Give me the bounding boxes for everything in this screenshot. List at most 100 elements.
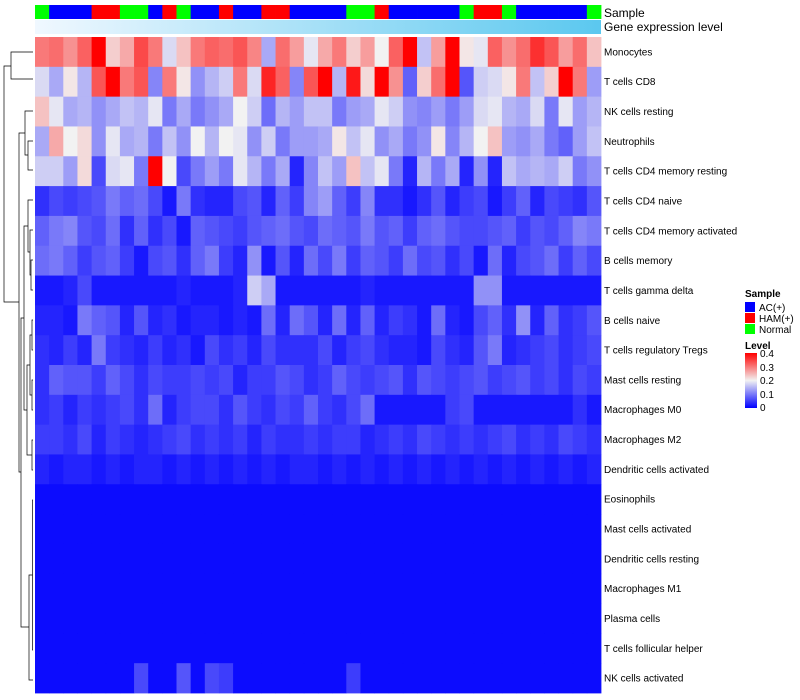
- heatmap-cell: [586, 484, 602, 515]
- heatmap-cell: [35, 603, 50, 634]
- heatmap-cell: [431, 37, 446, 68]
- heatmap-cell: [218, 335, 234, 366]
- heatmap-cell: [49, 663, 64, 694]
- heatmap-cell: [544, 126, 559, 157]
- heatmap-cell: [332, 514, 347, 545]
- heatmap-cell: [388, 543, 404, 575]
- heatmap-cell: [119, 96, 135, 127]
- heatmap-cell: [417, 215, 432, 247]
- heatmap-cell: [63, 394, 78, 426]
- heatmap-cell: [233, 454, 248, 485]
- heatmap-cell: [374, 573, 390, 604]
- heatmap-cell: [530, 543, 545, 575]
- heatmap-cell: [105, 424, 121, 455]
- heatmap-cell: [332, 633, 347, 664]
- heatmap-cell: [218, 663, 234, 694]
- heatmap-cell: [261, 186, 276, 217]
- heatmap-cell: [176, 305, 192, 336]
- heatmap-cell: [218, 394, 234, 426]
- heatmap-cell: [544, 603, 559, 634]
- heatmap-cell: [318, 424, 333, 455]
- heatmap-cell: [275, 66, 291, 98]
- heatmap-cell: [586, 186, 602, 217]
- heatmap-cell: [431, 365, 446, 396]
- heatmap-cell: [190, 335, 206, 366]
- heatmap-cell: [417, 543, 432, 575]
- heatmap-cell: [91, 126, 107, 157]
- heatmap-cell: [586, 245, 602, 276]
- heatmap-cell: [162, 305, 177, 336]
- heatmap-cell: [473, 603, 489, 634]
- sample-annotation-cell: [530, 5, 545, 19]
- heatmap-cell: [360, 394, 375, 426]
- heatmap-cell: [586, 633, 602, 664]
- heatmap-cell: [275, 245, 291, 276]
- dendrogram-branch: [24, 110, 33, 156]
- heatmap-cell: [303, 156, 319, 187]
- heatmap-cell: [91, 424, 107, 455]
- heatmap-cell: [431, 126, 446, 157]
- heatmap-cell: [77, 394, 92, 426]
- heatmap-cell: [473, 305, 489, 336]
- heatmap-cell: [190, 305, 206, 336]
- heatmap-cell: [516, 514, 531, 545]
- heatmap-cell: [374, 424, 390, 455]
- dendrogram-branch: [31, 319, 33, 351]
- heatmap-cell: [318, 96, 333, 127]
- heatmap-cell: [388, 245, 404, 276]
- heatmap-cell: [558, 335, 574, 366]
- heatmap-cell: [431, 335, 446, 366]
- legend-label-ham: HAM(+): [759, 314, 794, 325]
- heatmap-cell: [572, 275, 588, 306]
- heatmap-cell: [374, 365, 390, 396]
- sample-annotation-cell: [431, 5, 446, 19]
- heatmap-cell: [204, 156, 220, 187]
- heatmap-cell: [332, 66, 347, 98]
- heatmap-cell: [134, 394, 149, 426]
- heatmap-cell: [119, 66, 135, 98]
- heatmap-cell: [204, 424, 220, 455]
- row-label: Macrophages M0: [604, 405, 682, 416]
- heatmap-cell: [148, 126, 163, 157]
- heatmap-cell: [134, 514, 149, 545]
- heatmap-cell: [431, 96, 446, 127]
- heatmap-cell: [374, 394, 390, 426]
- heatmap-cell: [431, 275, 446, 306]
- sample-annotation-cell: [360, 5, 375, 19]
- heatmap-cell: [332, 335, 347, 366]
- heatmap-cell: [374, 484, 390, 515]
- heatmap-cell: [558, 663, 574, 694]
- heatmap-cell: [402, 514, 418, 545]
- heatmap-cell: [402, 603, 418, 634]
- dendrogram-branch: [28, 574, 33, 681]
- heatmap-cell: [402, 484, 418, 515]
- heatmap-cell: [303, 514, 319, 545]
- heatmap-cell: [289, 96, 305, 127]
- heatmap-cell: [63, 514, 78, 545]
- heatmap-cell: [417, 245, 432, 276]
- heatmap-cell: [332, 245, 347, 276]
- heatmap-cell: [558, 96, 574, 127]
- heatmap-cell: [586, 543, 602, 575]
- heatmap-cell: [501, 454, 517, 485]
- heatmap-cell: [261, 514, 276, 545]
- heatmap-cell: [544, 633, 559, 664]
- heatmap-cell: [63, 633, 78, 664]
- heatmap-cell: [558, 573, 574, 604]
- heatmap-cell: [176, 335, 192, 366]
- dendrogram-branch: [27, 199, 33, 253]
- sample-annotation-cell: [49, 5, 64, 19]
- heatmap-cell: [162, 663, 177, 694]
- heatmap-cell: [77, 573, 92, 604]
- heatmap-cell: [49, 37, 64, 68]
- heatmap-cell: [162, 215, 177, 247]
- heatmap-cell: [374, 186, 390, 217]
- heatmap-cell: [63, 186, 78, 217]
- heatmap-cell: [445, 305, 460, 336]
- row-label: T cells CD4 memory activated: [604, 226, 737, 237]
- heatmap-cell: [261, 543, 276, 575]
- legend-swatch-normal: [745, 324, 755, 334]
- heatmap-cell: [134, 305, 149, 336]
- heatmap-cell: [35, 663, 50, 694]
- heatmap-cell: [544, 454, 559, 485]
